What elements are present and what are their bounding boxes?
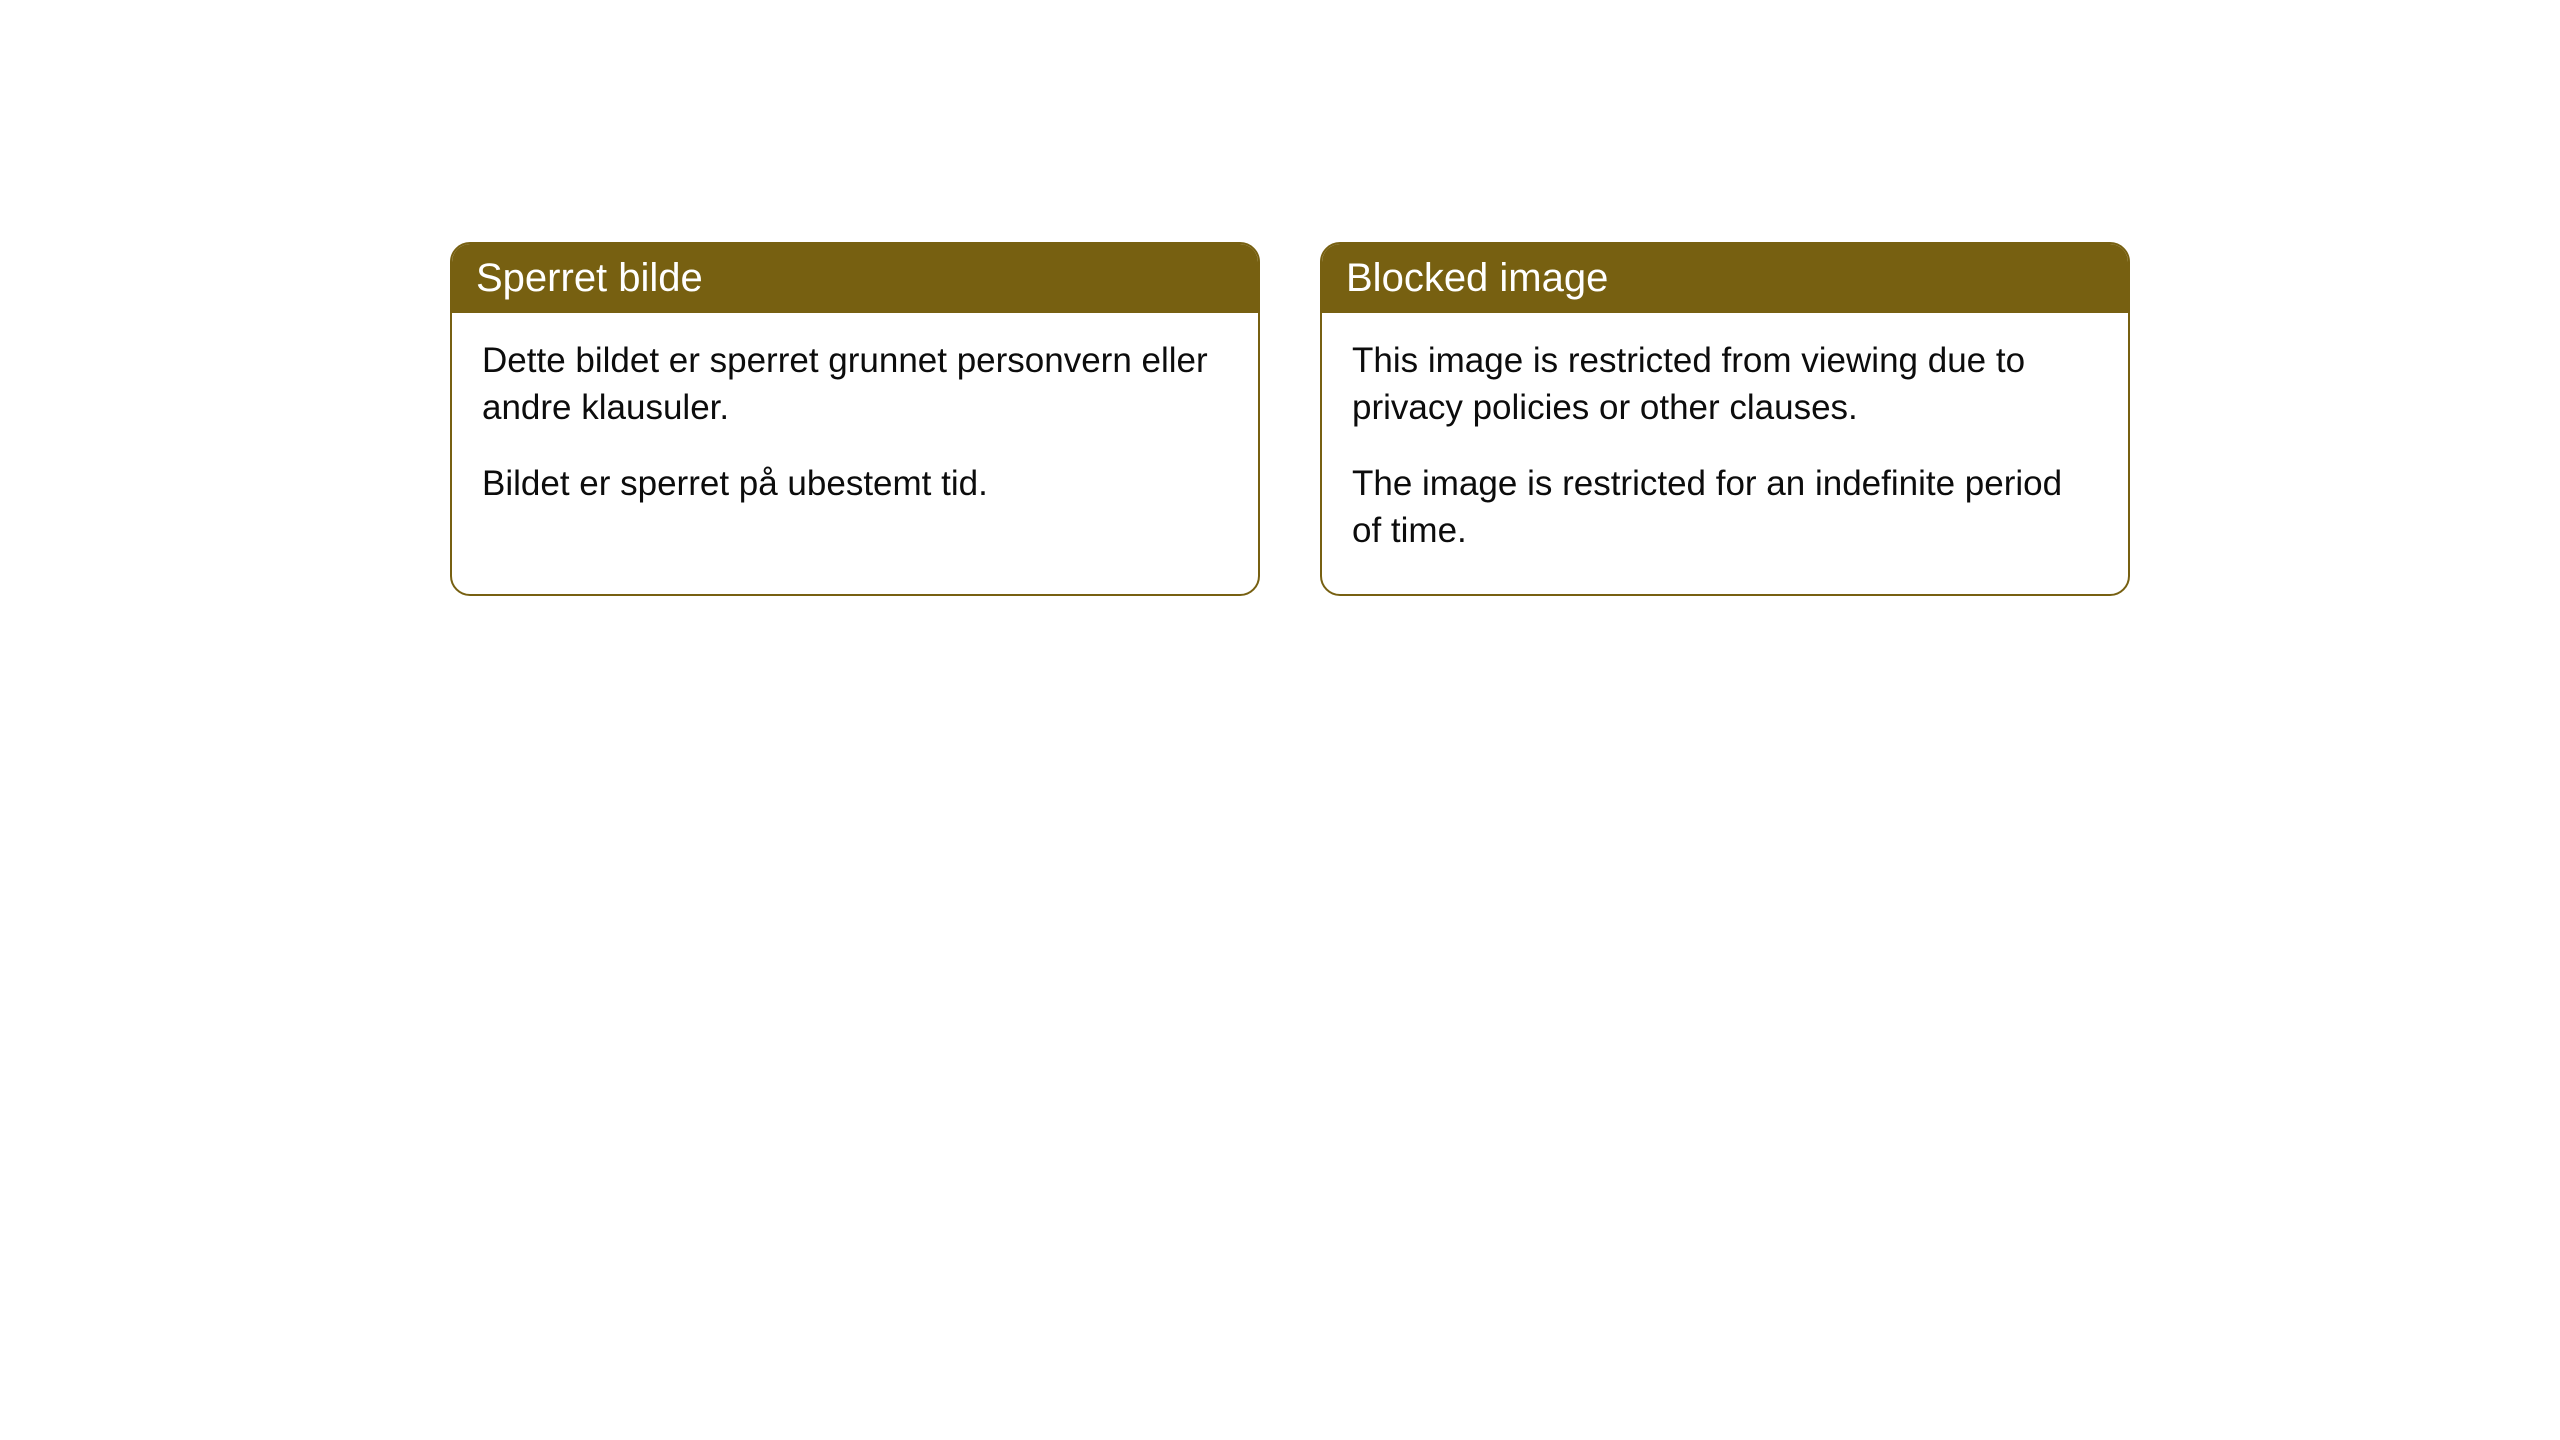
notice-text: The image is restricted for an indefinit… — [1352, 460, 2098, 555]
card-header: Blocked image — [1322, 244, 2128, 313]
card-header: Sperret bilde — [452, 244, 1258, 313]
notice-container: Sperret bilde Dette bildet er sperret gr… — [450, 242, 2130, 596]
notice-card-english: Blocked image This image is restricted f… — [1320, 242, 2130, 596]
notice-text: This image is restricted from viewing du… — [1352, 337, 2098, 432]
notice-text: Dette bildet er sperret grunnet personve… — [482, 337, 1228, 432]
card-body: Dette bildet er sperret grunnet personve… — [452, 313, 1258, 547]
notice-card-norwegian: Sperret bilde Dette bildet er sperret gr… — [450, 242, 1260, 596]
notice-text: Bildet er sperret på ubestemt tid. — [482, 460, 1228, 507]
card-body: This image is restricted from viewing du… — [1322, 313, 2128, 594]
